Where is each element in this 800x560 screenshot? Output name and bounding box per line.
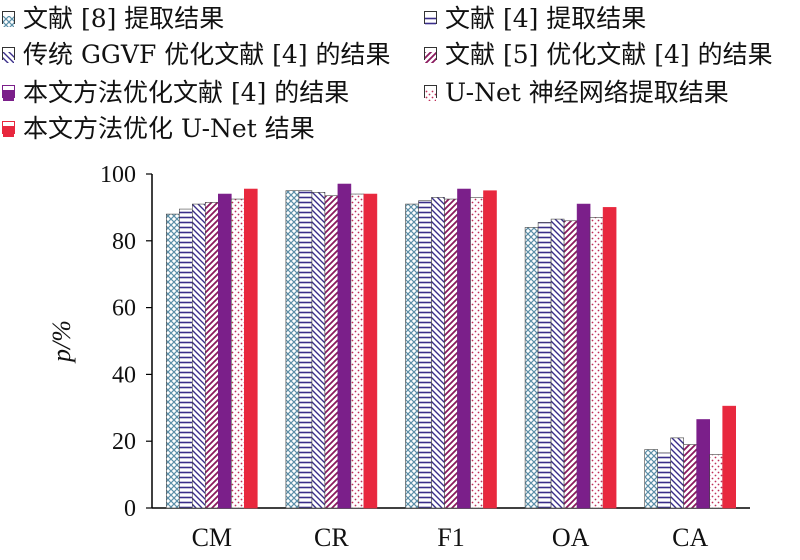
legend-label-3: 文献 [5] 优化文献 [4] 的结果 [445,40,773,69]
bar-OA-series-5 [589,217,604,509]
bar-CM-series-3 [205,202,219,509]
legend-swatch-1 [424,10,437,27]
bar-CR-series-0 [285,190,300,509]
bar-CR-series-4 [337,183,352,509]
y-tick-label: 80 [112,229,136,255]
y-tick-label: 60 [112,296,136,322]
legend-item-6: 本文方法优化 U-Net 结果 [2,112,315,143]
bar-F1-series-4 [457,188,471,509]
legend-item-4: 本文方法优化文献 [4] 的结果 [2,76,350,107]
bar-F1-series-2 [431,197,445,509]
legend-swatch-4 [2,84,15,101]
legend-swatch-3 [424,46,437,63]
legend-item-1: 文献 [4] 提取结果 [424,2,647,33]
x-tick-label: CM [192,523,232,552]
bar-CM-series-2 [192,203,206,509]
bar-CA-series-5 [709,454,724,509]
bar-F1-series-5 [470,197,484,509]
legend: 文献 [8] 提取结果 文献 [4] 提取结果 传统 GGVF 优化文献 [4]… [0,0,800,150]
legend-item-2: 传统 GGVF 优化文献 [4] 的结果 [2,38,391,69]
bar-OA-series-2 [550,218,565,509]
y-tick-label: 100 [100,162,136,188]
bar-CM-series-5 [231,198,245,509]
bar-F1-series-0 [405,203,419,509]
legend-swatch-2 [2,46,15,63]
bar-CA-series-0 [644,449,659,509]
x-tick-label: F1 [437,523,464,552]
bar-OA-series-4 [576,203,591,509]
legend-swatch-6 [2,120,15,137]
bar-OA-series-1 [537,222,552,509]
bar-CA-series-4 [696,419,711,509]
y-tick-label: 0 [124,496,136,522]
legend-swatch-0 [2,10,15,27]
bar-F1-series-6 [483,190,497,509]
legend-label-2: 传统 GGVF 优化文献 [4] 的结果 [23,40,391,69]
bar-CM-series-6 [244,188,258,509]
legend-label-1: 文献 [4] 提取结果 [445,4,647,33]
x-tick-label: CA [672,523,708,552]
bar-CR-series-5 [350,193,365,509]
bar-OA-series-3 [563,220,578,509]
legend-swatch-5 [424,84,437,101]
bar-CA-series-6 [722,405,737,509]
bar-CA-series-2 [670,437,685,509]
legend-item-0: 文献 [8] 提取结果 [2,2,225,33]
legend-label-0: 文献 [8] 提取结果 [23,4,225,33]
bar-CR-series-1 [298,190,313,509]
bar-OA-series-0 [524,227,539,509]
legend-label-4: 本文方法优化文献 [4] 的结果 [23,78,350,107]
bar-CR-series-6 [363,193,378,509]
x-tick-label: CR [314,523,349,552]
bar-CR-series-3 [324,195,339,509]
x-tick-label: OA [552,523,590,552]
bar-CM-series-1 [179,208,193,509]
bar-CM-series-0 [166,213,180,509]
bar-F1-series-1 [418,200,432,509]
bar-CM-series-4 [218,193,232,509]
y-tick-label: 40 [112,362,136,388]
legend-label-5: U-Net 神经网络提取结果 [445,78,729,107]
legend-item-3: 文献 [5] 优化文献 [4] 的结果 [424,38,773,69]
legend-item-5: U-Net 神经网络提取结果 [424,76,729,107]
bar-OA-series-6 [602,207,617,509]
bar-F1-series-3 [444,198,458,509]
bar-CA-series-3 [683,444,698,509]
y-axis-title: p/% [47,320,76,364]
bar-CA-series-1 [657,452,672,509]
bar-CR-series-2 [311,192,326,509]
y-tick-label: 20 [112,429,136,455]
legend-label-6: 本文方法优化 U-Net 结果 [23,114,315,143]
